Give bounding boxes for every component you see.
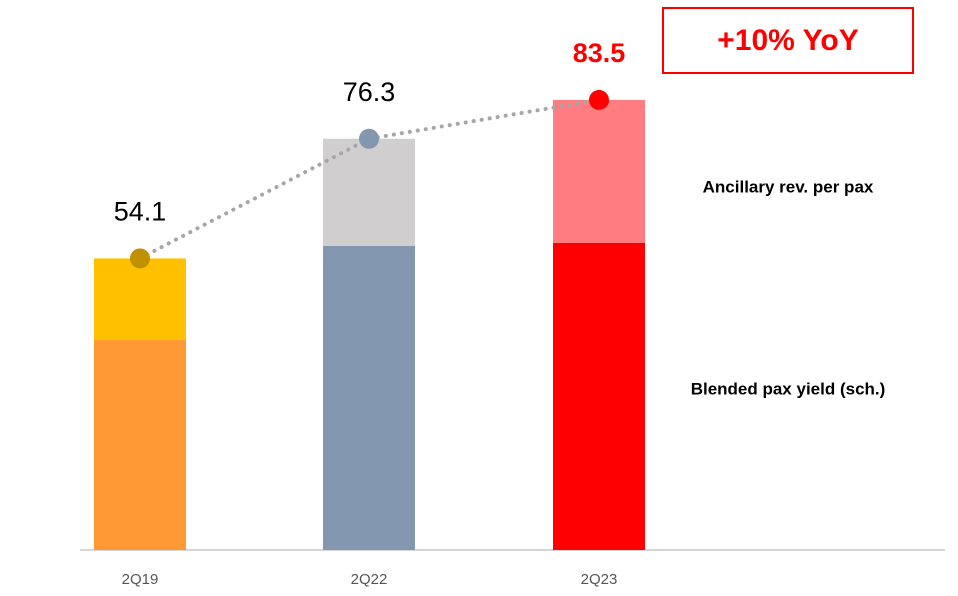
total-label: 83.5 bbox=[573, 38, 626, 68]
bar-segment bbox=[553, 99, 645, 243]
total-marker bbox=[589, 89, 609, 110]
bar-segment bbox=[323, 138, 415, 247]
total-label: 54.1 bbox=[114, 197, 167, 227]
bar-segment bbox=[323, 246, 415, 550]
series-label: Blended pax yield (sch.) bbox=[691, 379, 886, 398]
bar-segment bbox=[553, 242, 645, 550]
total-marker bbox=[359, 128, 379, 149]
bar-segment bbox=[94, 258, 186, 340]
x-tick-label: 2Q23 bbox=[581, 571, 618, 588]
x-tick-label: 2Q19 bbox=[122, 571, 159, 588]
series-label: Ancillary rev. per pax bbox=[703, 177, 874, 196]
total-label: 76.3 bbox=[343, 77, 396, 107]
total-marker bbox=[130, 248, 150, 269]
annotation-box bbox=[662, 7, 914, 74]
x-tick-label: 2Q22 bbox=[351, 571, 388, 588]
bar-segment bbox=[94, 339, 186, 550]
annotation: +10% YoY bbox=[717, 24, 858, 57]
